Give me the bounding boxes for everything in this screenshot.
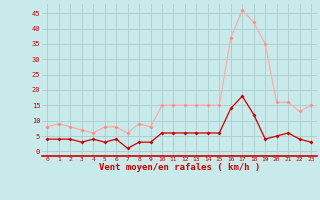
X-axis label: Vent moyen/en rafales ( km/h ): Vent moyen/en rafales ( km/h ): [99, 163, 260, 172]
